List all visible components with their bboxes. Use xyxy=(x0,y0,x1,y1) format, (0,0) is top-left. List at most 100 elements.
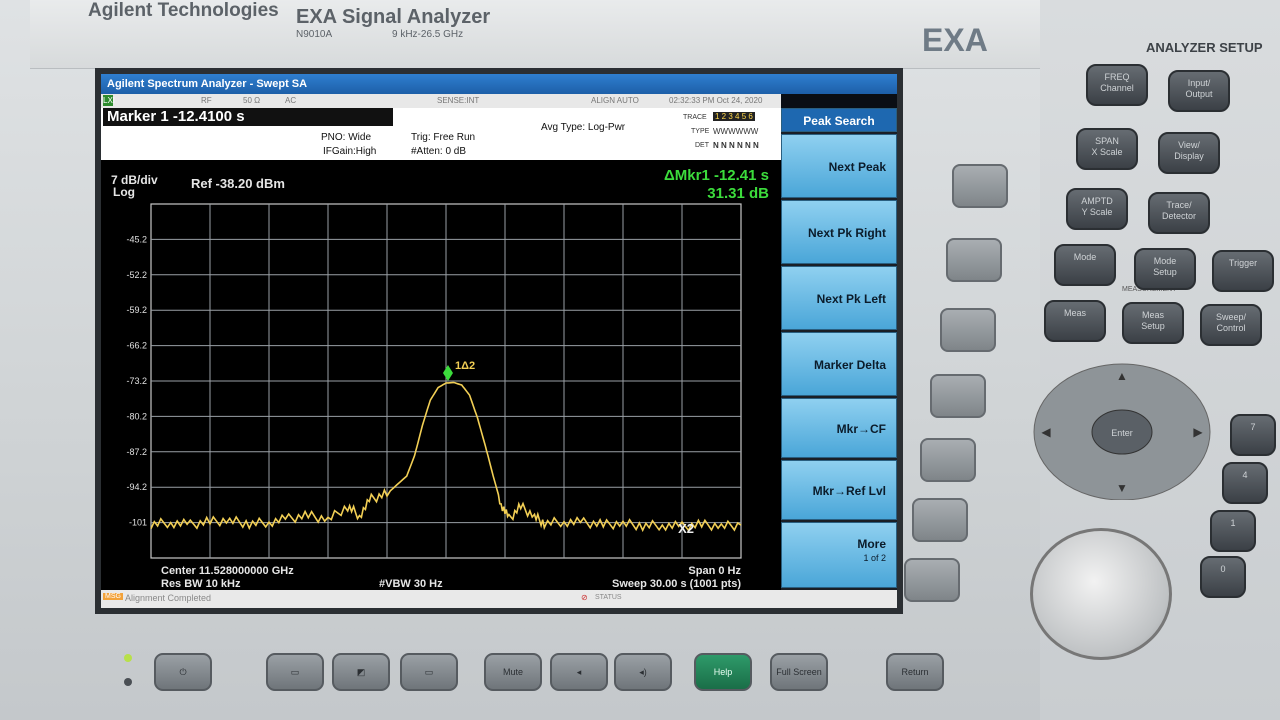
y-tick-label: -101 xyxy=(129,518,147,528)
softkey-next-pk-right[interactable]: Next Pk Right xyxy=(781,200,897,264)
frequency-range: 9 kHz-26.5 GHz xyxy=(392,29,464,40)
hw-softkey-7[interactable] xyxy=(904,558,960,602)
panel-key-sublabel: Setup xyxy=(1141,321,1165,331)
return-button[interactable]: Return xyxy=(886,653,944,691)
message-tag: MSG xyxy=(103,593,123,600)
softkey-next-peak[interactable]: Next Peak xyxy=(781,134,897,198)
panel-key-mode-7[interactable]: Mode Setup xyxy=(1134,248,1196,290)
hw-softkey-4[interactable] xyxy=(930,374,986,418)
coupling-indicator: AC xyxy=(285,96,297,105)
timestamp: 02:32:33 PM Oct 24, 2020 xyxy=(669,96,763,105)
res-bw: Res BW 10 kHz xyxy=(161,578,241,590)
trace-1-line xyxy=(150,381,742,533)
panel-key-label: FREQ xyxy=(1104,72,1130,82)
volume-up-button[interactable]: ◂) xyxy=(614,653,672,691)
delta-marker-readout: ΔMkr1 -12.41 s xyxy=(664,167,769,184)
instrument-top-band xyxy=(30,0,1070,69)
settings-panel: Marker 1 -12.4100 s PNO: Wide IFGain:Hig… xyxy=(101,108,781,160)
panel-key-sublabel: Display xyxy=(1174,151,1204,161)
panel-key-span-2[interactable]: SPAN X Scale xyxy=(1076,128,1138,170)
softkey-more-label: More xyxy=(857,537,886,551)
y-tick-label: -52.2 xyxy=(126,270,147,280)
softkey-menu: Peak Search Next Peak Next Pk Right Next… xyxy=(781,108,897,590)
message-text: Alignment Completed xyxy=(125,593,212,603)
status-label: STATUS xyxy=(595,594,622,601)
panel-key-label: AMPTD xyxy=(1081,196,1113,206)
panel-key-amptd-4[interactable]: AMPTD Y Scale xyxy=(1066,188,1128,230)
analyzer-setup-heading: ANALYZER SETUP xyxy=(1146,40,1263,55)
softkey-page-indicator: 1 of 2 xyxy=(863,553,886,563)
panel-key-sublabel: Output xyxy=(1185,89,1213,99)
panel-key-label: Mode xyxy=(1153,256,1177,266)
window-title: Agilent Spectrum Analyzer - Swept SA xyxy=(101,74,897,94)
navigation-pad[interactable]: Enter ▲ ▼ ◀ ▶ xyxy=(1032,360,1212,501)
arrow-right-icon[interactable]: ▶ xyxy=(1193,425,1203,439)
panel-key-label: Meas xyxy=(1063,308,1086,318)
hw-softkey-2[interactable] xyxy=(946,238,1002,282)
panel-key-sublabel: Channel xyxy=(1100,83,1134,93)
arrow-up-icon[interactable]: ▲ xyxy=(1116,369,1128,383)
standby-led xyxy=(124,678,132,686)
delta-value-readout: 31.31 dB xyxy=(707,185,769,202)
power-led xyxy=(124,654,132,662)
panel-key-sweep-11[interactable]: Sweep/Control xyxy=(1200,304,1262,346)
hw-softkey-5[interactable] xyxy=(920,438,976,482)
y-tick-label: -80.2 xyxy=(126,411,147,421)
panel-key-sublabel: Setup xyxy=(1153,267,1177,277)
trace-1 xyxy=(150,381,742,533)
softkey-mkr-cf[interactable]: Mkr→CF xyxy=(781,398,897,458)
y-tick-label: -94.2 xyxy=(126,482,147,492)
panel-key-trigger-8[interactable]: Trigger xyxy=(1212,250,1274,292)
power-button[interactable]: ⏻ xyxy=(154,653,212,691)
arrow-down-icon[interactable]: ▼ xyxy=(1116,481,1128,495)
softkey-next-pk-left[interactable]: Next Pk Left xyxy=(781,266,897,330)
rotary-knob[interactable] xyxy=(1030,528,1172,660)
help-button[interactable]: Help xyxy=(694,653,752,691)
softkey-more[interactable]: More 1 of 2 xyxy=(781,522,897,588)
panel-key-meas-10[interactable]: Meas Setup xyxy=(1122,302,1184,344)
enter-key[interactable] xyxy=(1091,409,1153,455)
avg-type-setting: Avg Type: Log-Pwr xyxy=(541,122,626,133)
panel-key-mode-6[interactable]: Mode xyxy=(1054,244,1116,286)
marker-readout[interactable]: Marker 1 -12.4100 s xyxy=(103,108,393,126)
message-bar: MSG Alignment Completed ⊘ STATUS xyxy=(101,590,897,608)
arrow-left-icon[interactable]: ◀ xyxy=(1041,425,1051,439)
panel-key-freq-0[interactable]: FREQ Channel xyxy=(1086,64,1148,106)
exa-badge: EXA xyxy=(922,22,988,58)
y-tick-label: -45.2 xyxy=(126,234,147,244)
trace-numbers: 1 2 3 4 5 6 xyxy=(713,112,755,121)
softkey-marker-delta[interactable]: Marker Delta xyxy=(781,332,897,396)
key-1[interactable]: 1 xyxy=(1210,510,1256,552)
key-0[interactable]: 0 xyxy=(1200,556,1246,598)
volume-down-button[interactable]: ◂ xyxy=(550,653,608,691)
hw-softkey-6[interactable] xyxy=(912,498,968,542)
det-value: N N N N N N xyxy=(713,141,759,150)
panel-key-input-1[interactable]: Input/Output xyxy=(1168,70,1230,112)
y-tick-label: -87.2 xyxy=(126,447,147,457)
softkey-mkr-ref-lvl[interactable]: Mkr→Ref Lvl xyxy=(781,460,897,520)
hw-softkey-1[interactable] xyxy=(952,164,1008,208)
key-7[interactable]: 7 xyxy=(1230,414,1276,456)
panel-key-trace-5[interactable]: Trace/Detector xyxy=(1148,192,1210,234)
sweep-time: Sweep 30.00 s (1001 pts) xyxy=(612,578,741,590)
panel-key-label: SPAN xyxy=(1095,136,1119,146)
ref-level: Ref -38.20 dBm xyxy=(191,176,285,191)
panel-key-view-3[interactable]: View/Display xyxy=(1158,132,1220,174)
panel-key-label: Trace/ xyxy=(1166,200,1192,210)
window-layout-button[interactable]: ▭ xyxy=(266,653,324,691)
spectrum-plot[interactable]: 7 dB/div Log Ref -38.20 dBm ΔMkr1 -12.41… xyxy=(101,160,781,590)
panel-key-sublabel: X Scale xyxy=(1091,147,1123,157)
key-4[interactable]: 4 xyxy=(1222,462,1268,504)
type-value: WWWWWW xyxy=(713,127,759,136)
window-zoom-button[interactable]: ◩ xyxy=(332,653,390,691)
panel-key-sublabel: Y Scale xyxy=(1081,207,1113,217)
panel-key-meas-9[interactable]: Meas xyxy=(1044,300,1106,342)
y-tick-label: -66.2 xyxy=(126,341,147,351)
hw-softkey-3[interactable] xyxy=(940,308,996,352)
type-label: TYPE xyxy=(691,128,710,135)
mute-button[interactable]: Mute xyxy=(484,653,542,691)
panel-key-sublabel: Detector xyxy=(1161,211,1196,221)
next-window-button[interactable]: ▭ xyxy=(400,653,458,691)
full-screen-button[interactable]: Full Screen xyxy=(770,653,828,691)
y-tick-label: -73.2 xyxy=(126,376,147,386)
